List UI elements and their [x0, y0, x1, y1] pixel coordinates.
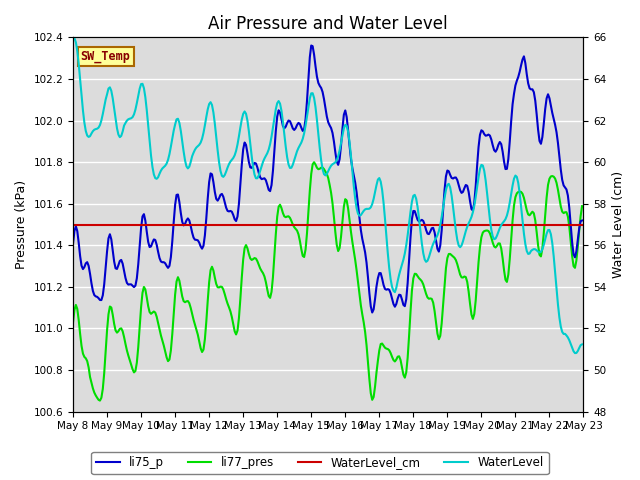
Title: Air Pressure and Water Level: Air Pressure and Water Level [209, 15, 448, 33]
Y-axis label: Pressure (kPa): Pressure (kPa) [15, 180, 28, 269]
Y-axis label: Water Level (cm): Water Level (cm) [612, 171, 625, 278]
Text: SW_Temp: SW_Temp [81, 50, 131, 63]
Legend: li75_p, li77_pres, WaterLevel_cm, WaterLevel: li75_p, li77_pres, WaterLevel_cm, WaterL… [92, 452, 548, 474]
